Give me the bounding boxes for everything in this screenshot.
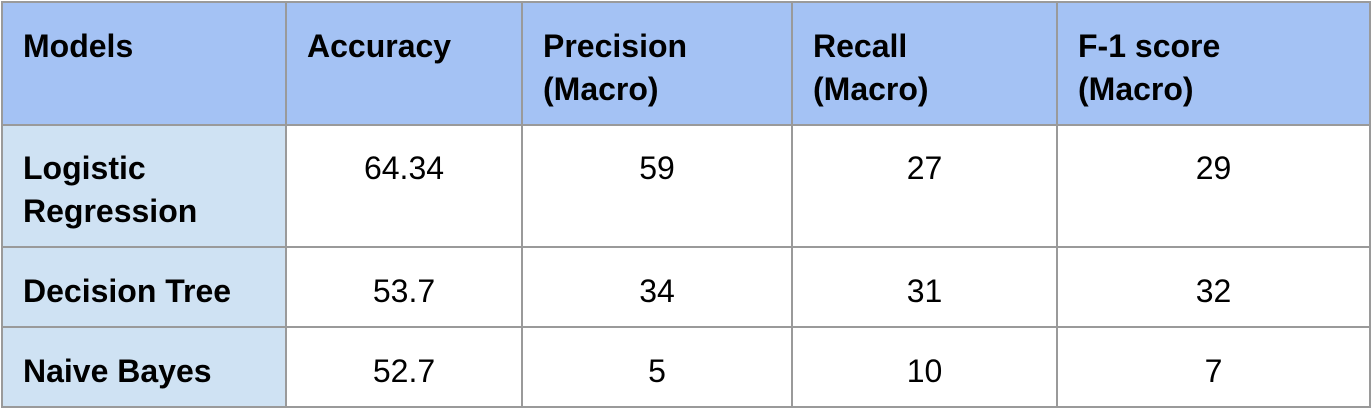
header-sublabel: (Macro) <box>1078 71 1194 107</box>
table-row: Decision Tree 53.7 34 31 32 <box>1 246 1371 328</box>
precision-cell: 34 <box>521 246 793 328</box>
header-accuracy: Accuracy <box>285 1 523 126</box>
accuracy-cell: 64.34 <box>285 124 523 248</box>
header-sublabel: (Macro) <box>813 71 929 107</box>
header-label: Precision <box>543 28 688 64</box>
header-label: F-1 score <box>1078 28 1221 64</box>
table-row: Naive Bayes 52.7 5 10 7 <box>1 326 1371 408</box>
model-cell: Naive Bayes <box>1 326 287 408</box>
accuracy-cell: 53.7 <box>285 246 523 328</box>
model-name: Regression <box>23 193 198 229</box>
header-label: Models <box>23 28 134 64</box>
f1-cell: 7 <box>1056 326 1371 408</box>
header-label: Accuracy <box>307 28 452 64</box>
model-name: Decision Tree <box>23 273 232 309</box>
precision-cell: 5 <box>521 326 793 408</box>
recall-cell: 27 <box>791 124 1058 248</box>
table-row: Logistic Regression 64.34 59 27 29 <box>1 124 1371 248</box>
model-cell: Decision Tree <box>1 246 287 328</box>
f1-cell: 29 <box>1056 124 1371 248</box>
header-sublabel: (Macro) <box>543 71 659 107</box>
header-f1: F-1 score (Macro) <box>1056 1 1371 126</box>
header-row: Models Accuracy Precision (Macro) Recall… <box>1 1 1371 126</box>
model-cell: Logistic Regression <box>1 124 287 248</box>
f1-cell: 32 <box>1056 246 1371 328</box>
recall-cell: 31 <box>791 246 1058 328</box>
header-precision: Precision (Macro) <box>521 1 793 126</box>
header-recall: Recall (Macro) <box>791 1 1058 126</box>
model-name: Logistic <box>23 150 146 186</box>
model-name: Naive Bayes <box>23 353 212 389</box>
accuracy-cell: 52.7 <box>285 326 523 408</box>
header-label: Recall <box>813 28 908 64</box>
header-models: Models <box>1 1 287 126</box>
precision-cell: 59 <box>521 124 793 248</box>
recall-cell: 10 <box>791 326 1058 408</box>
